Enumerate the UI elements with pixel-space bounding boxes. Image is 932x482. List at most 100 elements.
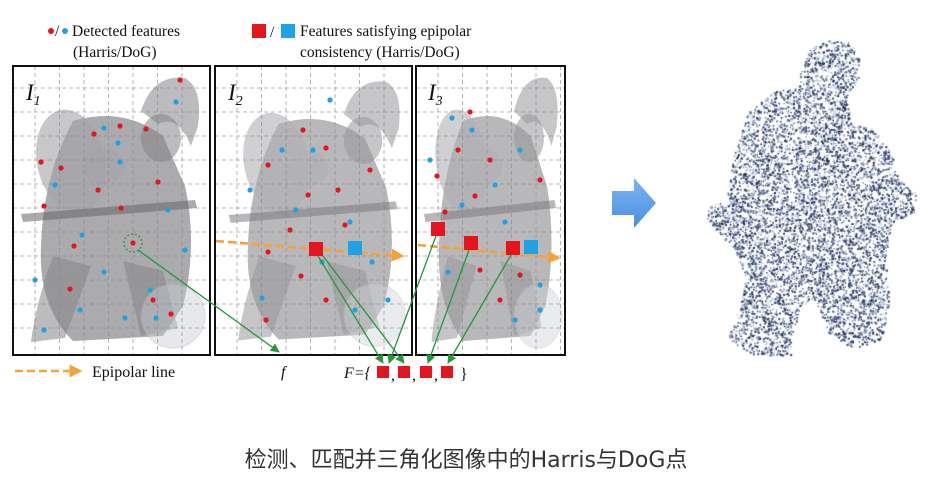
dog-legend-dot <box>62 28 68 34</box>
harris-feature-dot <box>130 240 136 246</box>
feature-set-prefix: F={ <box>343 365 372 382</box>
dog-feature-dot <box>469 127 475 133</box>
right-arrow-icon <box>612 178 656 228</box>
epipolar-legend-label: Epipolar line <box>92 364 175 381</box>
dog-feature-dot <box>445 269 451 275</box>
legend-detected-separator: / <box>55 23 60 40</box>
panel-2-label-sub: 2 <box>236 94 243 109</box>
feature-set-square <box>441 366 453 378</box>
dog-feature-dot <box>165 207 171 213</box>
feature-set-suffix: } <box>460 366 468 383</box>
dog-feature-dot <box>352 307 358 313</box>
legend-consistent-features: / Features satisfying epipolar consisten… <box>252 23 472 61</box>
dog-feature-dot <box>459 202 465 208</box>
harris-feature-dot <box>265 249 271 255</box>
match-line <box>387 235 437 364</box>
harris-feature-dot <box>67 286 73 292</box>
harris-feature-dot <box>168 311 174 317</box>
legend-consistent-separator: / <box>270 24 275 41</box>
dog-feature-dot <box>327 97 333 103</box>
match-line-to-f <box>137 249 280 353</box>
consistent-dog-square <box>348 241 362 255</box>
panel-3-label-sub: 3 <box>435 94 443 109</box>
harris-feature-dot <box>323 145 329 151</box>
dog-feature-dot <box>41 327 47 333</box>
feature-set-square <box>377 366 389 378</box>
harris-feature-dot <box>265 162 271 168</box>
legend-consistent-label: Features satisfying epipolar <box>300 23 472 40</box>
harris-feature-dot <box>143 126 149 132</box>
dog-feature-dot <box>385 297 391 303</box>
panel-1-label-sub: 1 <box>34 94 41 109</box>
statue-image <box>228 80 406 347</box>
feature-f-label: f <box>281 364 288 381</box>
harris-feature-dot <box>305 192 311 198</box>
dog-feature-dot <box>52 182 58 188</box>
harris-feature-dot <box>497 297 503 303</box>
dog-feature-dot <box>512 317 518 323</box>
feature-set-square <box>420 366 432 378</box>
dog-feature-dot <box>122 315 128 321</box>
harris-feature-dot <box>287 227 293 233</box>
harris-feature-dot <box>342 222 348 228</box>
harris-feature-dot <box>300 127 306 133</box>
harris-feature-dot <box>537 177 543 183</box>
statue-image <box>20 77 206 349</box>
dog-feature-dot <box>369 259 375 265</box>
harris-feature-dot <box>150 297 156 303</box>
dog-feature-dot <box>247 187 253 193</box>
dog-feature-dot <box>279 147 285 153</box>
dog-feature-dot <box>502 219 508 225</box>
dog-feature-dot <box>449 115 455 121</box>
harris-feature-dot <box>91 131 97 137</box>
dog-feature-dot <box>147 287 153 293</box>
harris-feature-dot <box>155 179 161 185</box>
match-line <box>317 255 384 364</box>
panel-3-label: I3 <box>427 80 443 109</box>
feature-set-F: F={ , , , } <box>343 365 468 384</box>
dog-feature-dot <box>347 219 353 225</box>
harris-feature-dot <box>472 193 478 199</box>
harris-feature-dot <box>41 203 47 209</box>
epipolar-line-panel-2 <box>215 239 405 262</box>
match-line <box>322 255 405 364</box>
legend-consistent-label-sub: consistency (Harris/DoG) <box>300 44 460 61</box>
harris-feature-dot <box>467 109 473 115</box>
panel-1-label: I1 <box>25 80 41 109</box>
feature-set-separator: , <box>412 367 416 384</box>
match-line <box>447 254 512 364</box>
harris-feature-dot <box>367 167 373 173</box>
point-cloud-reconstruction <box>700 35 925 365</box>
dog-feature-dot <box>492 182 498 188</box>
panel-3-label-main: I <box>427 80 437 105</box>
harris-feature-dot <box>477 267 483 273</box>
dog-feature-dot <box>101 269 107 275</box>
harris-legend-square <box>252 24 266 38</box>
panel-3-border <box>415 65 566 356</box>
consistent-harris-square <box>431 222 445 236</box>
match-line <box>426 249 470 364</box>
consistent-harris-square <box>309 242 323 256</box>
figure-caption: 检测、匹配并三角化图像中的Harris与DoG点 <box>244 448 688 473</box>
harris-feature-dot <box>118 205 124 211</box>
dog-feature-dot <box>182 247 188 253</box>
harris-feature-dot <box>487 157 493 163</box>
consistent-harris-square <box>464 236 478 250</box>
dog-feature-dot <box>310 147 316 153</box>
legend-detected-label: Detected features <box>72 23 180 40</box>
feature-set-separator: , <box>391 367 395 384</box>
panel-1-border <box>12 65 211 356</box>
harris-feature-dot <box>263 317 269 323</box>
dog-feature-dot <box>115 140 121 146</box>
harris-feature-dot <box>177 77 183 83</box>
harris-feature-dot <box>71 243 77 249</box>
dog-feature-dot <box>153 315 159 321</box>
dog-feature-dot <box>173 99 179 105</box>
detected-features-layer <box>32 77 543 333</box>
consistent-dog-square <box>524 240 538 254</box>
panel-1-image <box>20 77 206 349</box>
grid-overlay <box>13 66 565 355</box>
consistent-harris-square <box>506 241 520 255</box>
dog-feature-dot <box>259 295 265 301</box>
harris-feature-dot <box>117 123 123 129</box>
